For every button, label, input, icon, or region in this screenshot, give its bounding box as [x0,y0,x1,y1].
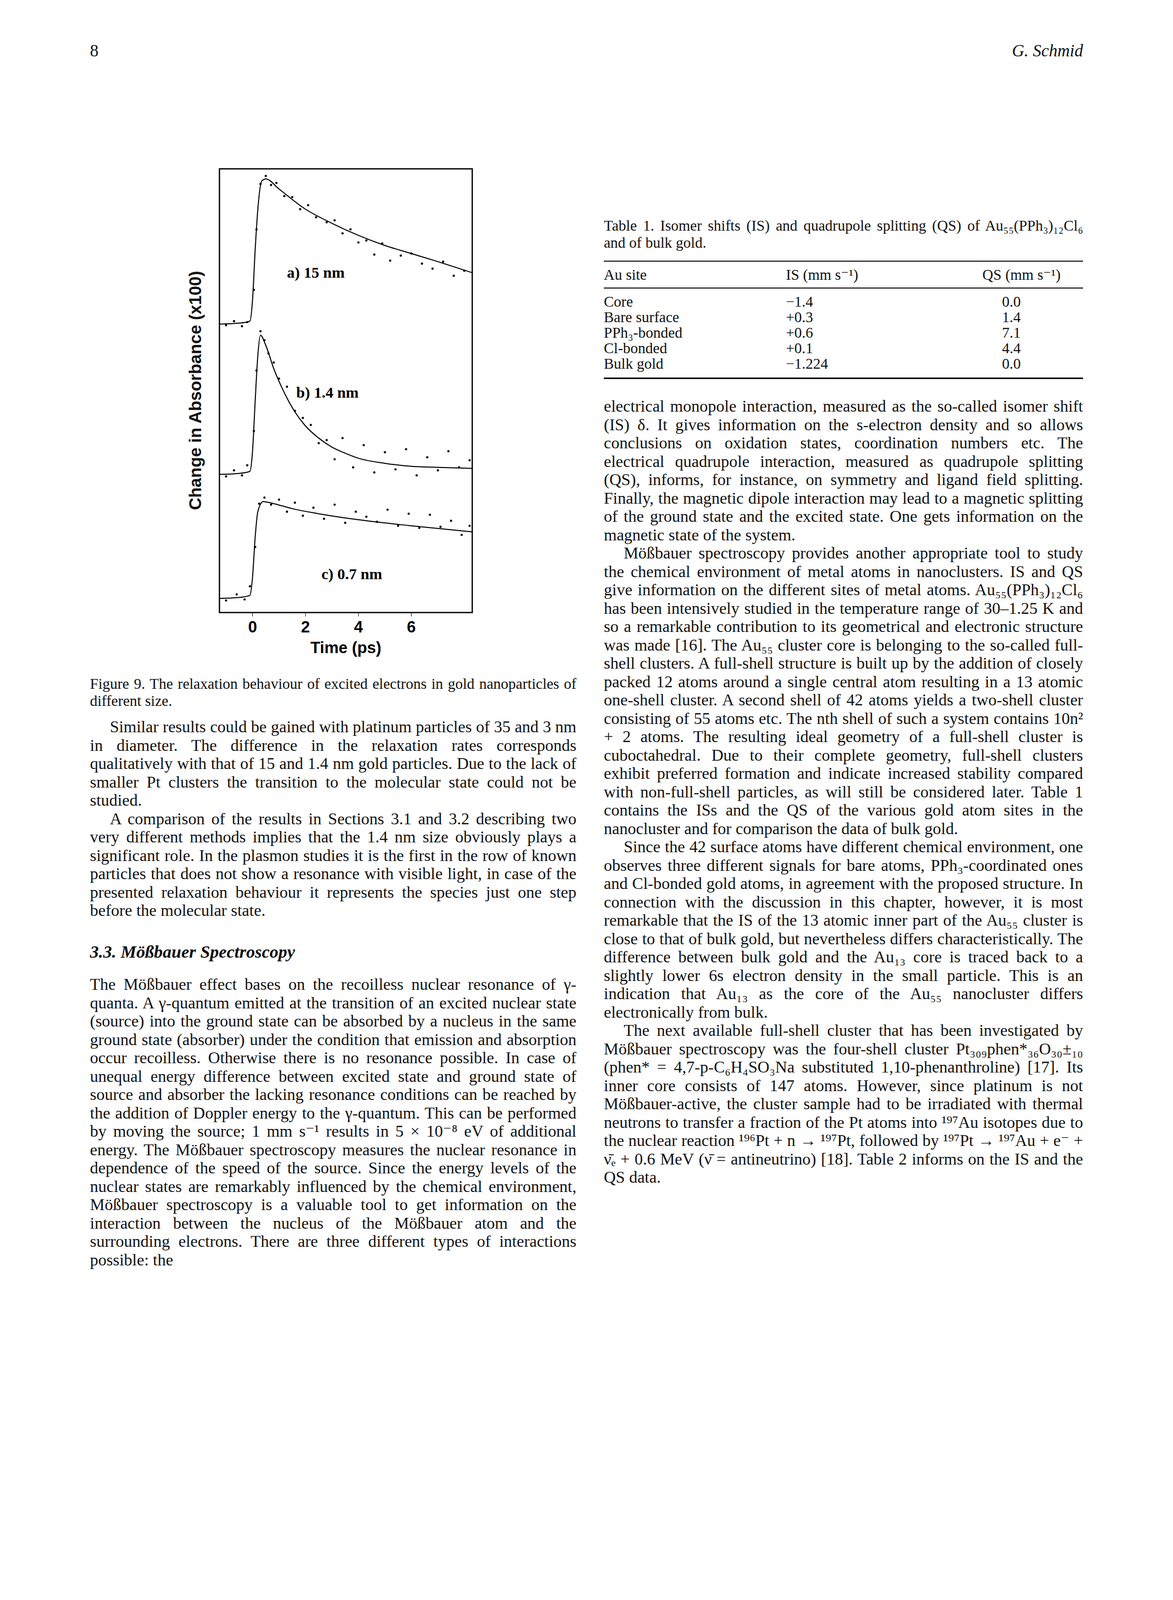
html-text:Figure 9. The relaxation behav: Figure 9. The relaxation behaviour of ex… [89,675,577,709]
html-text:−1.4: −1.4 [785,293,814,310]
html-text:3.3. Mößbauer Spectroscopy: 3.3. Mößbauer Spectroscopy [89,941,296,961]
html-text:0.0: 0.0 [1002,293,1021,310]
html-text:8: 8 [89,41,99,60]
svg-text:a) 15 nm: a) 15 nm [286,263,345,282]
html-text:Bare surface: Bare surface [603,308,680,326]
html-text:Similar results could be gaine: Similar results could be gained with pla… [89,717,577,810]
svg-text:c) 0.7 nm: c) 0.7 nm [321,565,383,583]
html-text:Since the 42 surface atoms hav: Since the 42 surface atoms have differen… [603,836,1084,1021]
html-text:IS (mm s⁻¹): IS (mm s⁻¹) [785,266,859,283]
html-text:QS (mm s⁻¹): QS (mm s⁻¹) [982,266,1061,283]
svg-text:b) 1.4 nm: b) 1.4 nm [296,383,359,402]
html-text:The Mößbauer effect bases on t: The Mößbauer effect bases on the recoill… [89,974,577,1269]
html-text:−1.224: −1.224 [785,355,829,372]
html-text:4.4: 4.4 [1002,339,1021,357]
html-text:Cl-bonded: Cl-bonded [603,339,668,357]
html-text:0.0: 0.0 [1002,355,1021,372]
html-text:Mößbauer spectroscopy provides: Mößbauer spectroscopy provides another a… [603,543,1084,838]
svg-text:0: 0 [248,617,257,636]
svg-text:Time (ps): Time (ps) [310,638,382,657]
html-text:PPh₃-bonded: PPh₃-bonded [603,324,683,341]
html-text:Core: Core [603,293,633,310]
html-text:electrical monopole interactio: electrical monopole interaction, measure… [603,396,1084,544]
svg-text:6: 6 [406,617,416,636]
html-text:Bulk gold: Bulk gold [603,355,664,372]
html-text:+0.1: +0.1 [785,339,814,357]
html-text:A comparison of the results in: A comparison of the results in Sections … [89,808,577,920]
svg-text:4: 4 [354,617,364,636]
html-text:+0.3: +0.3 [785,308,814,326]
html-text:7.1: 7.1 [1002,324,1021,341]
svg-text:2: 2 [300,617,310,636]
html-text:Au site: Au site [603,266,647,283]
html-text:The next available full-shell: The next available full-shell cluster th… [603,1020,1084,1186]
html-text:1.4: 1.4 [1002,308,1021,326]
html-text:G. Schmid: G. Schmid [1011,41,1084,60]
html-text:Change in Absorbance (x100): Change in Absorbance (x100) [185,270,205,510]
html-text:+0.6: +0.6 [785,324,814,341]
html-text:Table 1. Isomer shifts (IS) an: Table 1. Isomer shifts (IS) and quadrupo… [603,217,1084,251]
